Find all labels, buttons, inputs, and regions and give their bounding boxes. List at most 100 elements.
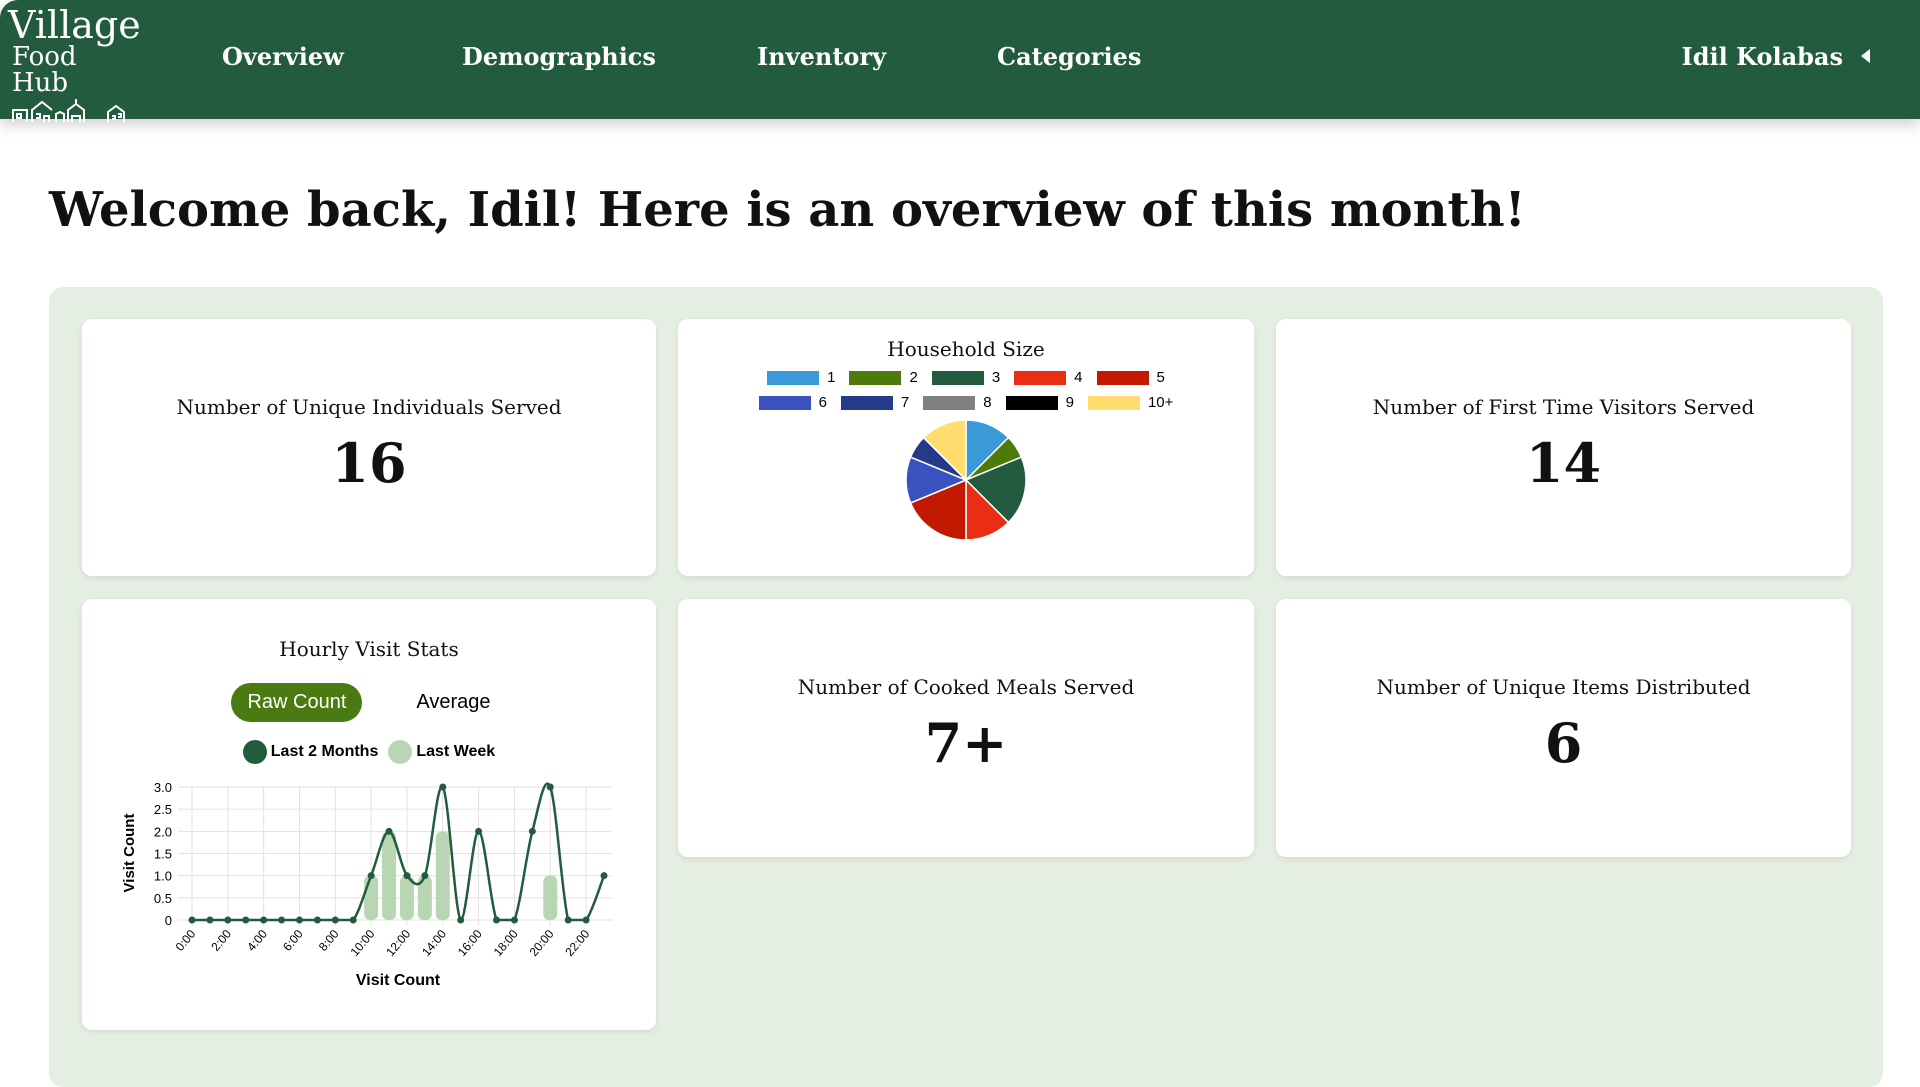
legend-label: 5 bbox=[1156, 369, 1165, 386]
line-point[interactable] bbox=[439, 783, 447, 791]
line-point[interactable] bbox=[295, 916, 303, 924]
line-last-2-months bbox=[192, 782, 606, 922]
legend-item[interactable]: 4 bbox=[1014, 369, 1083, 386]
bar-last-week[interactable] bbox=[364, 875, 379, 920]
line-point[interactable] bbox=[475, 827, 483, 835]
bar-last-week[interactable] bbox=[417, 875, 432, 920]
legend-swatch bbox=[849, 370, 902, 385]
legend-label: 9 bbox=[1065, 394, 1074, 411]
legend-label: 1 bbox=[827, 369, 836, 386]
legend-swatch bbox=[1005, 395, 1058, 410]
legend-label: 6 bbox=[818, 394, 827, 411]
legend-item[interactable]: 6 bbox=[758, 394, 827, 411]
x-tick-label: 10:00 bbox=[347, 927, 377, 959]
legend-swatch bbox=[767, 370, 820, 385]
pie-slice-3[interactable] bbox=[964, 456, 1027, 524]
x-tick-label: 4:00 bbox=[244, 927, 270, 954]
legend-label: Last Week bbox=[416, 743, 496, 760]
line-point[interactable] bbox=[313, 916, 321, 924]
legend-item[interactable]: 10+ bbox=[1087, 394, 1173, 411]
y-tick-label: 0.5 bbox=[154, 891, 172, 906]
x-axis-label: Visit Count bbox=[356, 972, 441, 989]
raw-count-button[interactable]: Raw Count bbox=[231, 683, 363, 722]
view-toggle: Raw Count Average bbox=[82, 683, 656, 722]
card-value: 7+ bbox=[924, 711, 1008, 775]
line-legend: Last 2 Months Last Week bbox=[82, 740, 656, 764]
logo-line2: Food Hub bbox=[12, 42, 77, 98]
line-point[interactable] bbox=[278, 916, 286, 924]
line-point[interactable] bbox=[331, 916, 339, 924]
line-point[interactable] bbox=[582, 916, 590, 924]
line-point[interactable] bbox=[242, 916, 250, 924]
line-point[interactable] bbox=[564, 916, 572, 924]
line-point[interactable] bbox=[349, 916, 357, 924]
y-tick-label: 0 bbox=[165, 913, 172, 928]
x-tick-label: 20:00 bbox=[527, 927, 557, 959]
hourly-line-chart: 00.51.01.52.02.53.00:00 2:00 4:00 6:00 8:00 1… bbox=[121, 780, 612, 989]
card-value: 14 bbox=[1525, 431, 1602, 495]
legend-swatch bbox=[388, 740, 413, 764]
y-axis-label: Visit Count bbox=[121, 814, 138, 893]
legend-label: Last 2 Months bbox=[270, 743, 379, 760]
nav-inventory[interactable]: Inventory bbox=[757, 42, 887, 71]
line-point[interactable] bbox=[528, 827, 536, 835]
legend-item[interactable]: 5 bbox=[1096, 369, 1165, 386]
line-point[interactable] bbox=[224, 916, 232, 924]
card-label: Number of First Time Visitors Served bbox=[1372, 395, 1755, 419]
line-point[interactable] bbox=[206, 916, 214, 924]
card-value: 16 bbox=[331, 431, 407, 495]
pie-slice-10+[interactable] bbox=[922, 419, 967, 482]
bar-last-week[interactable] bbox=[399, 875, 414, 920]
legend-item[interactable]: 2 bbox=[849, 369, 918, 386]
legend-swatch bbox=[242, 740, 267, 764]
legend-item[interactable]: 1 bbox=[767, 369, 835, 386]
household-pie-chart bbox=[905, 419, 1027, 541]
card-label: Hourly Visit Stats bbox=[279, 637, 459, 661]
legend-item[interactable]: 9 bbox=[1005, 394, 1074, 411]
cooked-meals-card: Number of Cooked Meals Served 7+ bbox=[678, 599, 1254, 857]
legend-item[interactable]: 8 bbox=[923, 394, 992, 411]
nav-demographics[interactable]: Demographics bbox=[462, 42, 656, 71]
card-label: Number of Unique Individuals Served bbox=[176, 395, 562, 419]
legend-item[interactable]: 3 bbox=[931, 369, 1000, 386]
line-point[interactable] bbox=[600, 872, 608, 880]
bar-last-week[interactable] bbox=[382, 831, 397, 920]
user-menu[interactable]: Idil Kolabas bbox=[1682, 42, 1870, 71]
line-point[interactable] bbox=[546, 783, 554, 791]
line-point[interactable] bbox=[367, 872, 375, 880]
legend-label: 4 bbox=[1074, 369, 1083, 386]
x-tick-label: 16:00 bbox=[455, 927, 485, 959]
card-label: Number of Unique Items Distributed bbox=[1376, 675, 1751, 699]
line-point[interactable] bbox=[188, 916, 196, 924]
line-point[interactable] bbox=[457, 916, 465, 924]
legend-label: 8 bbox=[983, 394, 992, 411]
logo[interactable]: Village Food Hub bbox=[8, 6, 141, 124]
card-value: 6 bbox=[1544, 711, 1583, 775]
x-tick-label: 2:00 bbox=[208, 927, 234, 954]
card-label: Number of Cooked Meals Served bbox=[797, 675, 1135, 699]
unique-items-card: Number of Unique Items Distributed 6 bbox=[1276, 599, 1851, 857]
bar-last-week[interactable] bbox=[543, 875, 558, 920]
legend-last-2-months[interactable]: Last 2 Months bbox=[242, 740, 379, 764]
pie-slice-5[interactable] bbox=[909, 478, 967, 541]
legend-last-week[interactable]: Last Week bbox=[388, 740, 495, 764]
legend-label: 2 bbox=[909, 369, 918, 386]
caret-left-icon bbox=[1861, 49, 1870, 63]
x-tick-label: 22:00 bbox=[562, 927, 592, 959]
line-point[interactable] bbox=[493, 916, 501, 924]
nav-categories[interactable]: Categories bbox=[997, 42, 1142, 71]
top-nav: Village Food Hub Overview Demographics I… bbox=[0, 0, 1920, 122]
bar-last-week[interactable] bbox=[435, 831, 450, 920]
nav-overview[interactable]: Overview bbox=[222, 42, 344, 71]
legend-item[interactable]: 7 bbox=[840, 394, 909, 411]
hourly-visit-card: Hourly Visit Stats Raw Count Average Las… bbox=[82, 599, 656, 1030]
average-button[interactable]: Average bbox=[416, 691, 491, 713]
line-point[interactable] bbox=[385, 827, 393, 835]
unique-individuals-card: Number of Unique Individuals Served 16 bbox=[82, 319, 656, 576]
line-point[interactable] bbox=[403, 872, 411, 880]
line-point[interactable] bbox=[421, 872, 429, 880]
line-point[interactable] bbox=[260, 916, 268, 924]
x-tick-label: 8:00 bbox=[316, 927, 342, 954]
legend-swatch bbox=[923, 395, 976, 410]
line-point[interactable] bbox=[510, 916, 518, 924]
